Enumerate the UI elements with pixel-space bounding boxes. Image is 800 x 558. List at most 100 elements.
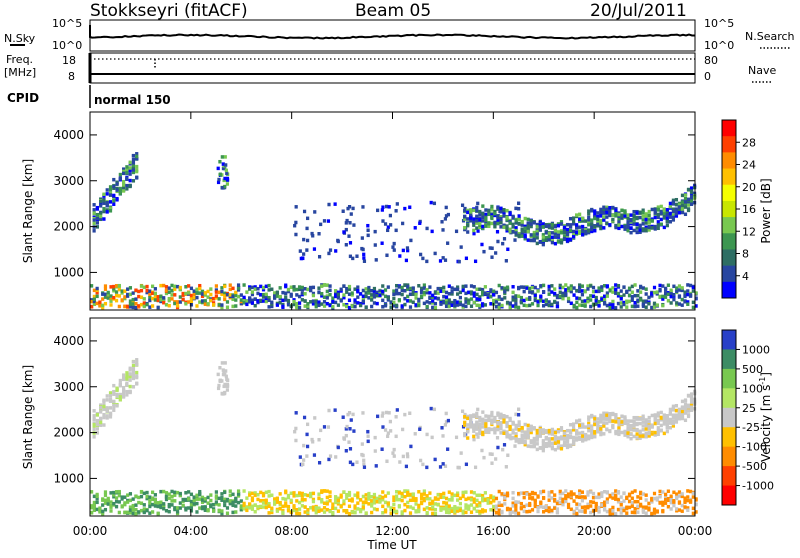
velocity-cell: [298, 455, 302, 459]
velocity-cell: [535, 447, 539, 452]
power-cell: [599, 207, 603, 212]
velocity-cell: [590, 431, 594, 436]
power-cell: [408, 286, 413, 291]
velocity-cell: [636, 510, 640, 514]
velocity-cell: [128, 498, 133, 503]
velocity-cell: [530, 491, 535, 496]
colorbar-swatch: [722, 427, 736, 448]
power-cell: [480, 292, 485, 297]
power-cell: [469, 208, 473, 212]
velocity-cell: [173, 507, 177, 512]
velocity-cell: [558, 491, 562, 496]
power-cell: [632, 209, 636, 214]
velocity-cell: [619, 507, 623, 511]
power-cell: [635, 215, 639, 220]
velocity-cell: [303, 505, 307, 509]
velocity-cell: [475, 424, 479, 429]
power-cell: [118, 177, 122, 181]
velocity-cell: [526, 435, 530, 440]
velocity-cell: [373, 435, 377, 440]
power-cell: [105, 192, 109, 196]
velocity-cell: [99, 422, 103, 427]
velocity-cell: [525, 503, 529, 507]
power-cell: [294, 205, 298, 209]
power-cell: [131, 161, 136, 165]
power-cell: [302, 209, 307, 214]
velocity-cell: [550, 441, 555, 446]
velocity-cell: [569, 495, 573, 500]
power-cell: [223, 291, 227, 296]
velocity-cell: [511, 428, 515, 433]
power-cell: [644, 225, 648, 230]
power-cell: [689, 197, 694, 201]
velocity-cell: [234, 504, 238, 508]
velocity-cell: [422, 496, 426, 501]
power-cell: [633, 300, 637, 305]
velocity-cell: [383, 494, 388, 498]
power-cell: [686, 283, 690, 287]
velocity-cell: [422, 489, 426, 493]
power-cell: [629, 230, 633, 235]
colorbar-tick-label: 16: [742, 203, 756, 216]
velocity-cell: [686, 495, 690, 499]
velocity-cell: [522, 495, 526, 500]
velocity-cell: [688, 489, 693, 494]
power-cell: [248, 285, 252, 289]
velocity-cell: [629, 424, 633, 429]
velocity-cell: [198, 497, 202, 501]
velocity-cell: [128, 511, 133, 515]
power-cell: [367, 291, 371, 295]
velocity-cell: [313, 416, 317, 420]
velocity-cell: [250, 496, 255, 500]
power-cell: [541, 290, 546, 294]
power-cell: [533, 296, 537, 301]
velocity-cell: [162, 489, 166, 494]
velocity-cell: [347, 440, 351, 444]
velocity-cell: [417, 503, 421, 508]
velocity-cell: [95, 500, 99, 505]
velocity-cell: [216, 386, 221, 391]
velocity-cell: [674, 414, 679, 419]
velocity-cell: [261, 501, 266, 505]
velocity-cell: [103, 498, 108, 503]
velocity-cell: [529, 430, 533, 435]
velocity-cell: [245, 496, 249, 500]
power-cell: [497, 283, 501, 288]
power-cell: [526, 224, 530, 228]
power-cell: [103, 284, 108, 288]
velocity-cell: [680, 492, 684, 496]
power-cell: [575, 300, 579, 305]
power-cell: [653, 211, 657, 215]
velocity-cell: [270, 510, 274, 515]
power-cell: [422, 286, 426, 290]
velocity-cell: [478, 493, 482, 498]
velocity-cell: [561, 499, 565, 504]
power-cell: [311, 293, 316, 298]
power-cell: [608, 208, 612, 212]
power-cell: [425, 300, 429, 304]
velocity-cell: [599, 424, 603, 429]
power-cell: [623, 225, 627, 229]
velocity-cell: [400, 491, 404, 496]
power-cell: [550, 290, 554, 294]
power-cell: [600, 288, 604, 293]
velocity-cell: [372, 501, 377, 505]
velocity-cell: [425, 506, 429, 510]
power-cell: [680, 303, 684, 307]
power-cell: [292, 298, 296, 302]
power-cell: [580, 303, 585, 308]
power-cell: [306, 302, 310, 306]
velocity-cell: [134, 494, 138, 498]
velocity-cell: [550, 446, 555, 451]
velocity-cell: [683, 418, 688, 423]
power-cell: [394, 209, 398, 213]
velocity-cell: [401, 454, 405, 459]
power-cell: [547, 303, 551, 308]
velocity-cell: [508, 511, 512, 516]
velocity-cell: [564, 499, 568, 503]
velocity-cell: [605, 413, 609, 418]
power-cell: [406, 294, 410, 299]
velocity-cell: [626, 427, 630, 432]
